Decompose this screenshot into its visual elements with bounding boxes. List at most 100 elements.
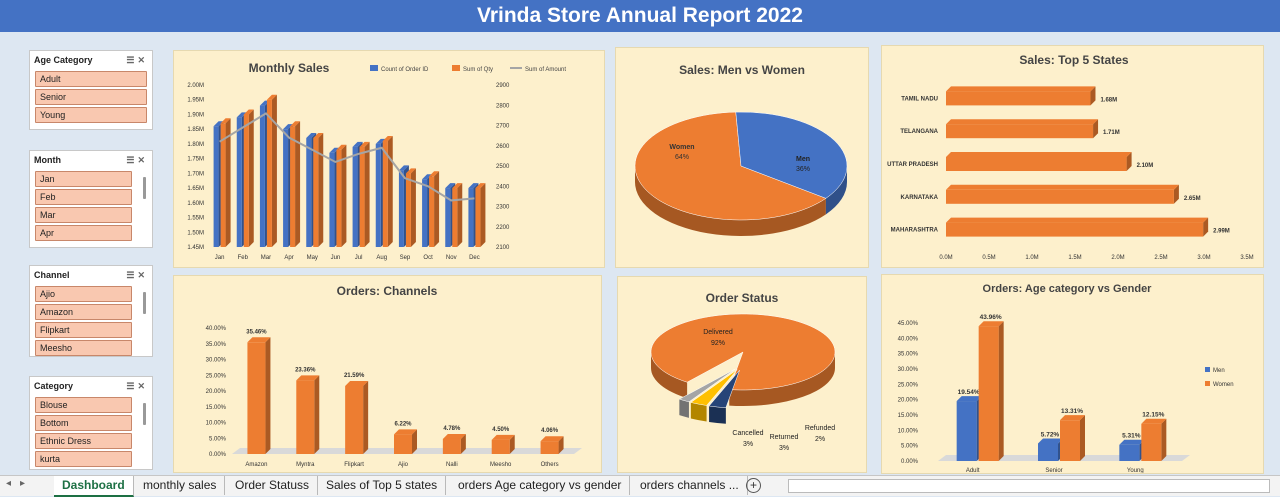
tab-orders-age-category-vs-gender[interactable]: orders Age category vs gender (450, 476, 631, 495)
tab-order-statuss[interactable]: Order Statuss (227, 476, 319, 495)
bar (405, 173, 411, 247)
slicer-item[interactable]: Meesho (35, 340, 132, 356)
bar-top (266, 94, 277, 100)
bar (956, 401, 977, 461)
pie-slice (634, 111, 827, 221)
slicer-item[interactable]: Ethnic Dress (35, 433, 132, 449)
bar-side (1173, 184, 1179, 204)
top-5-states-panel[interactable]: Sales: Top 5 States 0.0M 0.5M 1.0M 1.5M 2.0M 2… (881, 45, 1264, 268)
bar-side (460, 433, 466, 454)
slicer-item[interactable]: Blouse (35, 397, 132, 413)
multi-select-filter-clear-icons[interactable]: ☰✕ (126, 54, 148, 65)
sheet-tab-bar: ◂ ▸ Dashboard monthly sales Order Status… (0, 475, 1280, 497)
tab-sales-top-5-states[interactable]: Sales of Top 5 states (318, 476, 447, 495)
multi-select-filter-clear-icons[interactable]: ☰✕ (126, 380, 148, 391)
slicer-scrollbar[interactable] (143, 177, 146, 199)
bar-side (248, 109, 254, 247)
slicer-item[interactable]: Adult (35, 71, 147, 87)
chart-title: Order Status (706, 291, 779, 305)
tab-dashboard[interactable]: Dashboard (54, 476, 134, 497)
men-vs-women-panel[interactable]: Sales: Men vs Women Women 64% Men 36% (615, 47, 869, 268)
data-label: 4.50% (492, 427, 510, 433)
slicer-age-category[interactable]: Age Category ☰✕ Adult Senior Young (29, 50, 153, 130)
x-tick-label: Nalli (446, 462, 458, 468)
add-sheet-icon[interactable]: + (746, 478, 761, 493)
bar-top (213, 121, 224, 127)
slicer-scrollbar[interactable] (143, 403, 146, 425)
bar-top (296, 375, 320, 381)
y-tick-label: 35.00% (206, 342, 227, 348)
slicer-item[interactable]: Feb (35, 189, 132, 205)
bar-top (306, 133, 317, 139)
data-label: 5.31% (1122, 433, 1141, 440)
slicer-item[interactable]: Young (35, 107, 147, 123)
slicer-item[interactable]: Amazon (35, 304, 132, 320)
bar-top (394, 429, 417, 435)
scroll-right-icon[interactable]: ▸ (20, 478, 26, 489)
bar-top (422, 174, 433, 180)
tab-orders-channels[interactable]: orders channels ... (632, 476, 748, 495)
y-tick-label: 15.00% (898, 413, 919, 419)
multi-select-filter-clear-icons[interactable]: ☰✕ (126, 154, 148, 165)
bar (243, 114, 249, 247)
bar (946, 124, 1094, 139)
monthly-sales-panel[interactable]: Monthly Sales Count of Order ID Sum of Qty… (173, 50, 605, 268)
order-status-panel[interactable]: Order Status Delivered 92% Cancelled 3% Retur… (617, 276, 867, 473)
slicer-month[interactable]: Month ☰✕ Jan Feb Mar Apr (29, 150, 153, 248)
bar (213, 126, 219, 247)
slicer-item[interactable]: Ajio (35, 286, 132, 302)
chart-title: Monthly Sales (249, 61, 330, 75)
slicer-title: Month (34, 155, 61, 165)
y-tick-label: KARNATAKA (901, 195, 939, 201)
monthly-sales-chart: Monthly Sales Count of Order ID Sum of Qty… (187, 61, 566, 261)
tab-monthly-sales[interactable]: monthly sales (135, 476, 226, 495)
slicer-scrollbar[interactable] (143, 292, 146, 314)
bar (978, 326, 999, 461)
y-tick-label: 1.45M (187, 245, 204, 251)
y2-tick-label: 2300 (496, 205, 510, 211)
horizontal-scrollbar[interactable] (788, 479, 1270, 493)
bar-top (1038, 438, 1063, 444)
bar-top (946, 217, 1209, 223)
y-tick-label: 30.00% (898, 367, 919, 373)
slicer-channel[interactable]: Channel ☰✕ Ajio Amazon Flipkart Meesho (29, 265, 153, 357)
x-tick-label: Apr (284, 255, 293, 261)
legend-swatch (452, 65, 460, 71)
slicer-title: Category (34, 381, 74, 391)
chart-title: Orders: Age category vs Gender (983, 283, 1153, 295)
scroll-left-icon[interactable]: ◂ (6, 478, 12, 489)
slicer-item[interactable]: Apr (35, 225, 132, 241)
slicer-item[interactable]: Bottom (35, 415, 132, 431)
y2-tick-label: 2600 (496, 144, 510, 150)
bar (429, 176, 435, 247)
data-label: 4.78% (443, 426, 461, 432)
x-tick-label: Feb (238, 255, 249, 261)
x-tick-label: 0.5M (982, 255, 995, 261)
bar-top (352, 141, 363, 147)
x-tick-label: Aug (376, 255, 387, 261)
bar-top (946, 184, 1179, 190)
y-tick-label: 40.00% (206, 326, 227, 332)
slice-pct: 3% (743, 441, 753, 448)
y-tick-label: 1.90M (187, 112, 204, 118)
x-tick-label: Nov (446, 255, 457, 261)
multi-select-filter-clear-icons[interactable]: ☰✕ (126, 269, 148, 280)
slicer-item[interactable]: Mar (35, 207, 132, 223)
x-tick-label: Flipkart (344, 462, 364, 468)
orders-channels-panel[interactable]: Orders: Channels 40.00% 35.00% 30.00% 25.00%… (173, 275, 602, 473)
slicer-item[interactable]: kurta (35, 451, 132, 467)
slicer-item[interactable]: Flipkart (35, 322, 132, 338)
slicer-item[interactable]: Jan (35, 171, 132, 187)
bar-top (978, 321, 1004, 327)
slicer-category[interactable]: Category ☰✕ Blouse Bottom Ethnic Dress ku… (29, 376, 153, 470)
age-vs-gender-panel[interactable]: Orders: Age category vs Gender 45.00% 40.0… (881, 274, 1264, 474)
y-tick-label: 30.00% (206, 358, 227, 364)
slicer-item[interactable]: Senior (35, 89, 147, 105)
bar (220, 123, 226, 247)
x-tick-label: 1.0M (1025, 255, 1038, 261)
bar-top (956, 396, 982, 402)
data-label: 4.06% (541, 428, 559, 434)
y-tick-label: 35.00% (898, 352, 919, 358)
x-tick-label: Mar (261, 255, 271, 261)
bar (422, 179, 428, 247)
